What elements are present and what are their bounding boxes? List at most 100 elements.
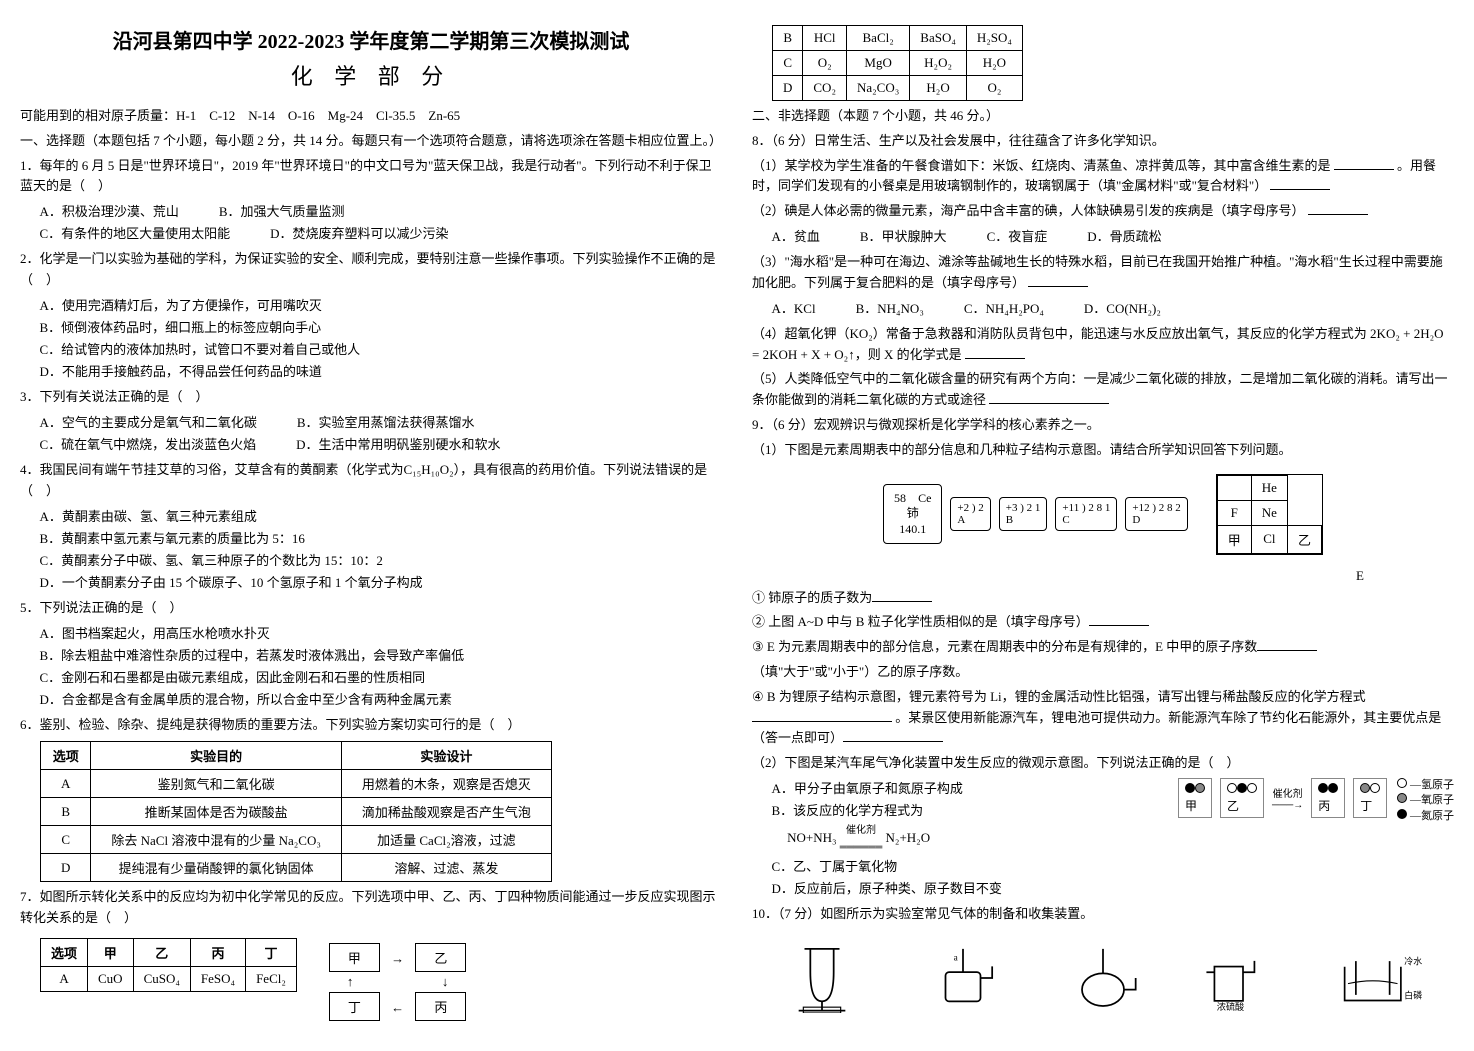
q1-C: C．有条件的地区大量使用太阳能 bbox=[40, 223, 231, 245]
lbl-C: C bbox=[1062, 514, 1069, 526]
arrow-up-icon: ↑ bbox=[347, 974, 354, 990]
rxn-ding: 丁 bbox=[1360, 799, 1372, 813]
legend-H: —氢原子 bbox=[1410, 779, 1454, 791]
q3-B: B．实验室用蒸馏法获得蒸馏水 bbox=[297, 412, 475, 434]
q6-r2c0: C bbox=[41, 826, 91, 854]
eq-post: N₂+H₂O bbox=[886, 830, 931, 845]
q5-B: B．除去粗盐中难溶性杂质的过程中，若蒸发时液体溅出，会导致产率偏低 bbox=[40, 645, 723, 667]
q4-stem: 4．我国民间有端午节挂艾草的习俗，艾草含有的黄酮素（化学式为C₁₅H₁₀O₂），… bbox=[20, 460, 722, 502]
arrow-icon: ← bbox=[391, 1000, 404, 1016]
q2-stem: 2．化学是一门以实验为基础的学科，为保证实验的安全、顺利完成，要特别注意一些操作… bbox=[20, 249, 722, 291]
eq-pre: NO+NH₃ bbox=[787, 830, 840, 845]
q1-B: B．加强大气质量监测 bbox=[219, 201, 345, 223]
q5-D: D．合金都是含有金属单质的混合物，所以合金中至少含有两种金属元素 bbox=[40, 689, 723, 711]
q6-r3c2: 溶解、过滤、蒸发 bbox=[341, 854, 551, 882]
q7-h0: 选项 bbox=[41, 938, 88, 966]
q9-s1: ① 铈原子的质子数为 bbox=[752, 588, 1454, 609]
q7r-r2c4: O₂ bbox=[966, 76, 1022, 101]
q7r-r1c0: C bbox=[773, 51, 803, 76]
q4-options: A．黄酮素由碳、氢、氧三种元素组成 B．黄酮素中氢元素与氧元素的质量比为 5：1… bbox=[40, 506, 723, 594]
blank-input[interactable] bbox=[1257, 638, 1317, 651]
q9-stem: 9．（6 分）宏观辨识与微观探析是化学学科的核心素养之一。 bbox=[752, 415, 1454, 436]
rxn-cat: 催化剂 bbox=[1273, 789, 1303, 800]
flow-bing: 丙 bbox=[415, 992, 466, 1021]
blank-input[interactable] bbox=[1270, 177, 1330, 190]
label-acid: 浓硫酸 bbox=[1217, 1001, 1244, 1012]
q7r-r2c1: CO₂ bbox=[803, 76, 847, 101]
apparatus-row: a 浓硫酸 冷水白磷 bbox=[752, 933, 1454, 1023]
catalyst-arrow: 催化剂───→ bbox=[1272, 785, 1303, 811]
blank-input[interactable] bbox=[752, 709, 892, 722]
left-column: 沿河县第四中学 2022-2023 学年度第二学期第三次模拟测试 化 学 部 分… bbox=[20, 20, 722, 1031]
q5-options: A．图书档案起火，用高压水枪喷水扑灭 B．除去粗盐中难溶性杂质的过程中，若蒸发时… bbox=[40, 623, 723, 711]
q9-p2D: D．反应前后，原子种类、原子数目不变 bbox=[772, 878, 1168, 900]
reaction-diagram: 甲 乙 催化剂───→ 丙 丁 bbox=[1178, 778, 1387, 818]
q7r-r1c4: H₂O bbox=[966, 51, 1022, 76]
mol-yi: 乙 bbox=[1220, 778, 1264, 818]
shell-C: +11 ) 2 8 1C bbox=[1055, 497, 1117, 531]
q9-s3b: （填"大于"或"小于"）乙的原子序数。 bbox=[752, 662, 1454, 683]
q8-p2: （2）碘是人体必需的微量元素，海产品中含丰富的碘，人体缺碘易引发的疾病是（填字母… bbox=[752, 201, 1454, 222]
pt-Cl: Cl bbox=[1251, 525, 1287, 553]
blank-input[interactable] bbox=[1089, 613, 1149, 626]
q7-r0c3: FeSO₄ bbox=[190, 966, 245, 991]
q6-r2c1: 除去 NaCl 溶液中混有的少量 Na₂CO₃ bbox=[91, 826, 341, 854]
q3-A: A．空气的主要成分是氧气和二氧化碳 bbox=[40, 412, 257, 434]
q7-stem: 7．如图所示转化关系中的反应均为初中化学常见的反应。下列选项中甲、乙、丙、丁四种… bbox=[20, 887, 722, 929]
q7r-r1c3: H₂O₂ bbox=[910, 51, 967, 76]
q5-A: A．图书档案起火，用高压水枪喷水扑灭 bbox=[40, 623, 723, 645]
q6-r1c0: B bbox=[41, 798, 91, 826]
blank-input[interactable] bbox=[989, 391, 1109, 404]
shell-B: +3 ) 2 1B bbox=[999, 497, 1048, 531]
q5-stem: 5．下列说法正确的是（ ） bbox=[20, 598, 722, 619]
q1-A: A．积极治理沙漠、荒山 bbox=[40, 201, 179, 223]
q6-r1c1: 推断某固体是否为碳酸盐 bbox=[91, 798, 341, 826]
q7r-r1c1: O₂ bbox=[803, 51, 847, 76]
q8-p2-options: A．贫血 B．甲状腺肿大 C．夜盲症 D．骨质疏松 bbox=[772, 226, 1455, 248]
label-P: 白磷 bbox=[1404, 989, 1422, 1000]
q7r-r0c3: BaSO₄ bbox=[910, 26, 967, 51]
blank-input[interactable] bbox=[872, 589, 932, 602]
q3-stem: 3．下列有关说法正确的是（ ） bbox=[20, 387, 722, 408]
periodic-fragment: He FNe 甲Cl乙 bbox=[1216, 474, 1323, 555]
q2-B: B．倾倒液体药品时，细口瓶上的标签应朝向手心 bbox=[40, 317, 723, 339]
q7-table-continued: BHClBaCl₂BaSO₄H₂SO₄ CO₂MgOH₂O₂H₂O DCO₂Na… bbox=[772, 25, 1023, 101]
q7r-r0c1: HCl bbox=[803, 26, 847, 51]
blank-input[interactable] bbox=[965, 346, 1025, 359]
blank-input[interactable] bbox=[843, 729, 943, 742]
eq-cond: 催化剂 bbox=[846, 825, 876, 836]
q6-h0: 选项 bbox=[41, 742, 91, 770]
q7-table: 选项 甲 乙 丙 丁 A CuO CuSO₄ FeSO₄ FeCl₂ bbox=[40, 938, 297, 992]
q3-options: A．空气的主要成分是氧气和二氧化碳 B．实验室用蒸馏法获得蒸馏水 C．硫在氧气中… bbox=[40, 412, 723, 456]
blank-input[interactable] bbox=[1334, 157, 1394, 170]
q7r-r0c0: B bbox=[773, 26, 803, 51]
q8-p2C: C．夜盲症 bbox=[987, 226, 1048, 248]
q9-s1-text: ① 铈原子的质子数为 bbox=[752, 590, 872, 605]
q9-p2-options: A．甲分子由氧原子和氮原子构成 B．该反应的化学方程式为 NO+NH₃ 催化剂═… bbox=[772, 778, 1168, 900]
atom-legend: —氢原子 —氧原子 —氮原子 bbox=[1397, 778, 1454, 824]
flow-ding: 丁 bbox=[329, 992, 380, 1021]
lbl-A: A bbox=[957, 514, 965, 526]
blank-input[interactable] bbox=[1308, 202, 1368, 215]
q8-p3A: A．KCl bbox=[772, 298, 816, 320]
subject-title: 化 学 部 分 bbox=[20, 59, 722, 91]
q6-r0c2: 用燃着的木条，观察是否熄灭 bbox=[341, 770, 551, 798]
q8-p2D: D．骨质疏松 bbox=[1087, 226, 1161, 248]
blank-input[interactable] bbox=[1028, 274, 1088, 287]
flow-jia: 甲 bbox=[329, 943, 380, 972]
apparatus-D: 浓硫酸 bbox=[1198, 933, 1288, 1023]
q7-h2: 乙 bbox=[133, 938, 190, 966]
q10-stem: 10．（7 分）如图所示为实验室常见气体的制备和收集装置。 bbox=[752, 904, 1454, 925]
shell-D: +12 ) 2 8 2D bbox=[1125, 497, 1187, 531]
q6-r3c0: D bbox=[41, 854, 91, 882]
q3-D: D．生活中常用明矾鉴别硬水和软水 bbox=[296, 434, 500, 456]
ce-name: 铈 bbox=[894, 506, 931, 522]
flow-yi: 乙 bbox=[415, 943, 466, 972]
q8-p4: （4）超氧化钾（KO₂）常备于急救器和消防队员背包中，能迅速与水反应放出氧气，其… bbox=[752, 324, 1454, 366]
q7r-r2c0: D bbox=[773, 76, 803, 101]
q2-C: C．给试管内的液体加热时，试管口不要对着自己或他人 bbox=[40, 339, 723, 361]
q9-s2-text: ② 上图 A~D 中与 B 粒子化学性质相似的是（填字母序号） bbox=[752, 614, 1089, 629]
pt-F: F bbox=[1217, 500, 1251, 525]
ce-num: 58 bbox=[894, 491, 906, 505]
q9-s4a: ④ B 为锂原子结构示意图，锂元素符号为 Li，锂的金属活动性比铝强，请写出锂与… bbox=[752, 689, 1366, 704]
